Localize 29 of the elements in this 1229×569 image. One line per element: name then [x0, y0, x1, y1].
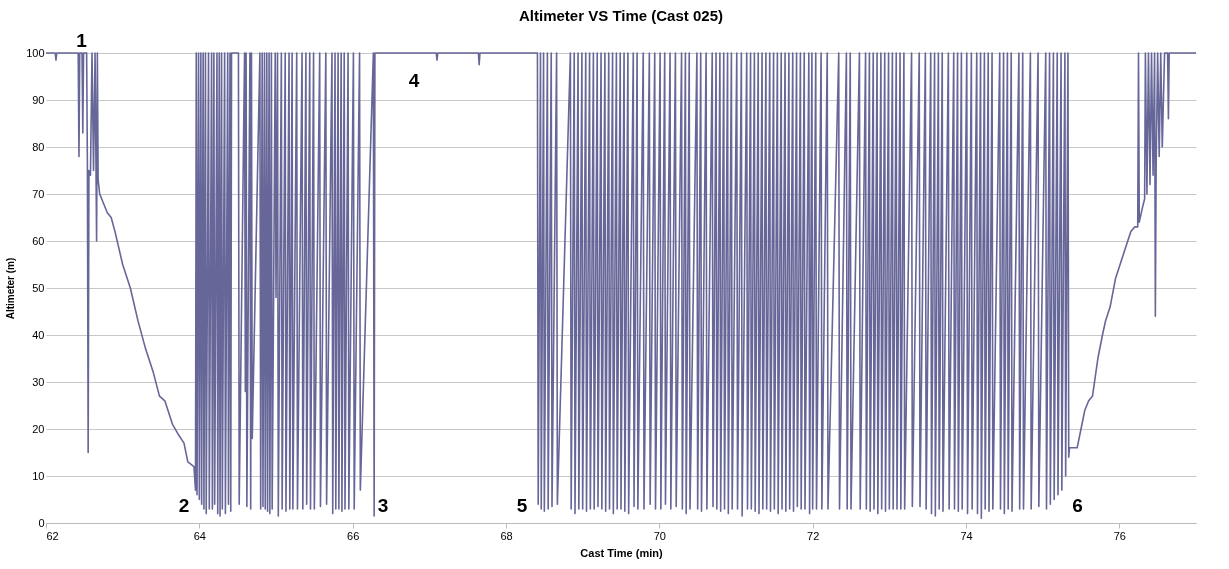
y-tick-label: 30 — [32, 375, 45, 388]
x-tick-label: 68 — [500, 529, 513, 542]
y-tick-label: 0 — [38, 516, 45, 529]
x-axis-title: Cast Time (min) — [580, 546, 663, 559]
annotation: 4 — [408, 69, 420, 91]
chart-title: Altimeter VS Time (Cast 025) — [519, 6, 723, 24]
y-tick-label: 80 — [32, 140, 45, 153]
x-tick-label: 64 — [193, 529, 206, 542]
y-tick-label: 90 — [32, 93, 45, 106]
x-tick-label: 62 — [46, 529, 59, 542]
y-tick-label: 70 — [32, 187, 45, 200]
text: 1 — [76, 29, 88, 51]
annotation: 5 — [516, 494, 528, 516]
x-tick-label: 76 — [1113, 529, 1126, 542]
line-series — [45, 52, 1197, 520]
y-tick-label: 100 — [26, 46, 45, 59]
y-tick-label: 20 — [32, 422, 45, 435]
y-tick-label: 40 — [32, 328, 45, 341]
x-tick-label: 66 — [347, 529, 360, 542]
annotation: 6 — [1072, 494, 1083, 516]
x-tick-label: 74 — [960, 529, 973, 542]
y-tick-label: 60 — [32, 234, 45, 247]
x-tick-label: 70 — [653, 529, 666, 542]
x-tick-label: 72 — [807, 529, 820, 542]
annotation: 3 — [377, 494, 389, 516]
annotation: 2 — [178, 494, 190, 516]
y-tick-label: 10 — [32, 469, 45, 482]
y-tick-label: 50 — [32, 281, 45, 294]
y-axis-title: Altimeter (m) — [5, 257, 17, 320]
